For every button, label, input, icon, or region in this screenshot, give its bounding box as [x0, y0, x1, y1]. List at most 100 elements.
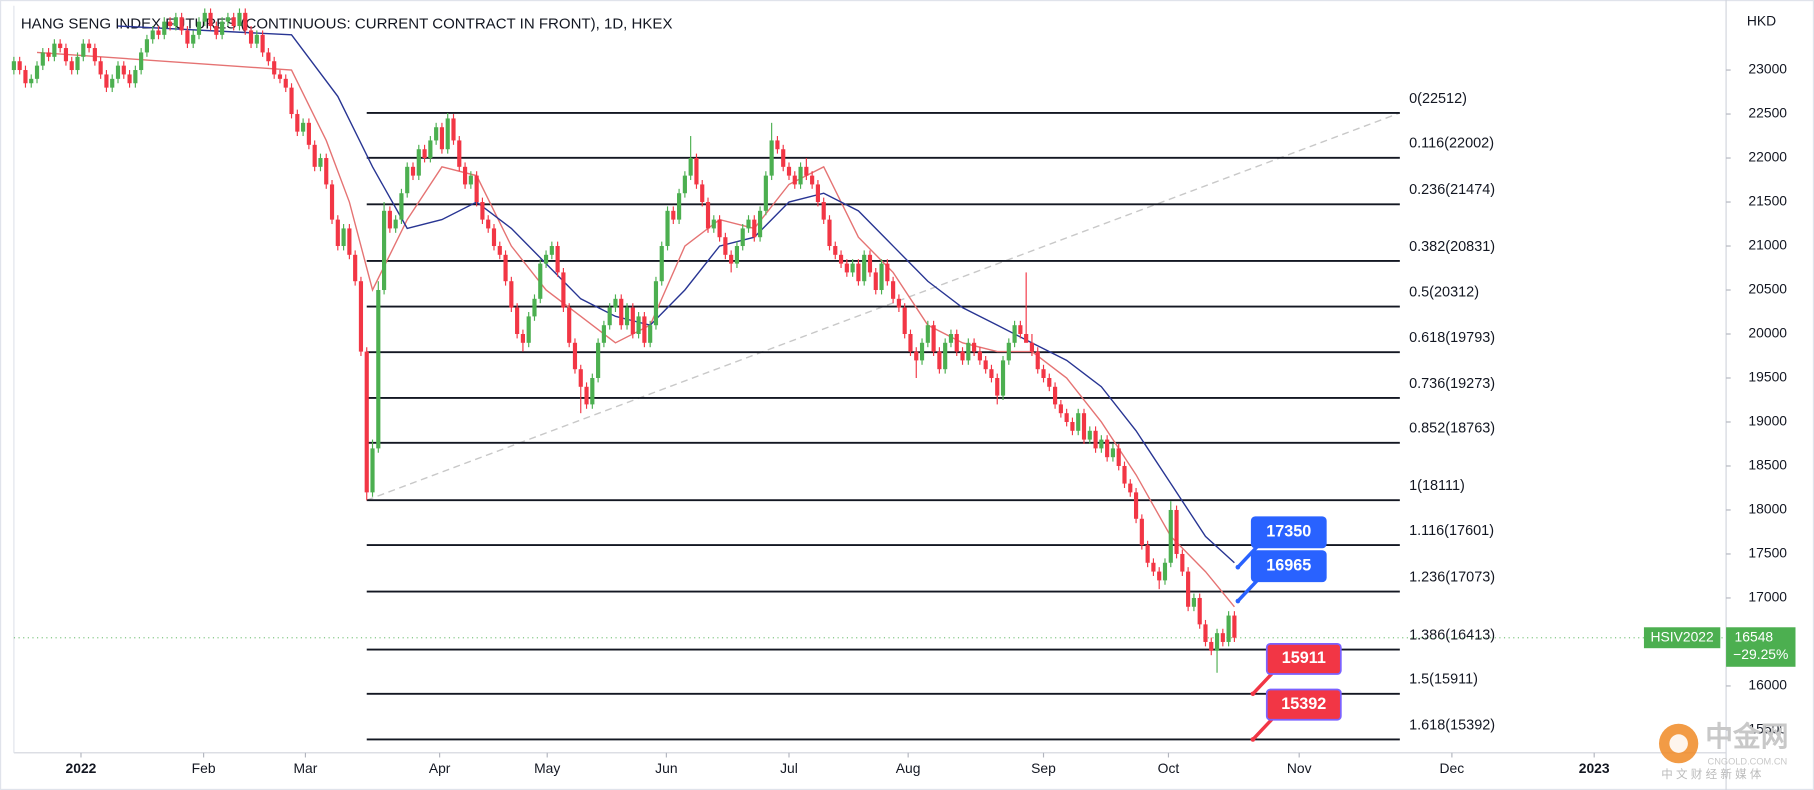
- x-tick-label: Dec: [1440, 760, 1465, 776]
- callout-box: [1265, 642, 1342, 675]
- candle-body: [515, 307, 520, 335]
- watermark-logo-inner: [1669, 734, 1688, 753]
- candle-body: [879, 263, 884, 291]
- candle-body: [445, 118, 450, 150]
- candle-body: [977, 351, 982, 361]
- candle-body: [220, 21, 225, 35]
- candle-body: [202, 12, 207, 22]
- candle-body: [139, 52, 144, 71]
- candle-body: [295, 114, 300, 132]
- candle-body: [891, 281, 896, 299]
- candle-body: [763, 175, 768, 211]
- candle-body: [717, 219, 722, 238]
- fib-level-label: 0.736(19273): [1409, 376, 1495, 392]
- candle-body: [775, 140, 780, 150]
- candle-body: [462, 166, 468, 185]
- candle-body: [1041, 369, 1046, 378]
- candle-body: [1081, 413, 1087, 440]
- candle-body: [960, 351, 965, 361]
- change-tag: −29.25%: [1733, 646, 1788, 662]
- candle-body: [1076, 413, 1081, 431]
- candle-body: [1018, 325, 1023, 335]
- candle-body: [925, 325, 930, 343]
- candle-body: [434, 127, 439, 141]
- candle-body: [1226, 615, 1231, 642]
- candle-body: [613, 298, 618, 308]
- candle-body: [46, 52, 51, 57]
- candle-body: [422, 149, 427, 159]
- candle-body: [162, 21, 167, 35]
- candle-body: [451, 118, 456, 141]
- y-tick-label: 21000: [1748, 237, 1787, 253]
- candle-body: [1122, 465, 1127, 484]
- candle-body: [277, 74, 283, 79]
- callout-box: [1250, 550, 1327, 583]
- callout-box: [1265, 688, 1342, 721]
- candle-body: [1186, 571, 1191, 607]
- candle-body: [798, 166, 803, 185]
- candle-body: [711, 219, 716, 229]
- candle-body: [104, 74, 109, 88]
- candle-body: [1029, 342, 1035, 352]
- y-tick-label: 17000: [1748, 589, 1787, 605]
- callout-pointer: [1251, 716, 1275, 741]
- currency-label: HKD: [1747, 13, 1776, 29]
- candle-body: [52, 43, 57, 57]
- candle-body: [781, 149, 786, 167]
- candle-body: [457, 140, 462, 167]
- candle-body: [630, 307, 635, 335]
- candle-body: [358, 281, 364, 352]
- fib-level-label: 1.386(16413): [1409, 627, 1495, 643]
- candle-body: [439, 127, 445, 150]
- fib-level-label: 1.236(17073): [1409, 569, 1495, 585]
- fib-level-label: 0.382(20831): [1409, 239, 1495, 255]
- y-tick-label: 22500: [1748, 105, 1787, 121]
- candle-body: [86, 43, 92, 49]
- candle-body: [1035, 351, 1040, 370]
- candle-body: [1093, 430, 1098, 449]
- candle-body: [815, 184, 821, 203]
- x-tick-label: Mar: [293, 760, 317, 776]
- candle-body: [1052, 386, 1058, 405]
- candle-body: [115, 65, 121, 79]
- candle-body: [121, 65, 126, 75]
- candle-body: [191, 34, 196, 44]
- candle-body: [468, 175, 473, 185]
- price-tag: 16548: [1735, 628, 1774, 644]
- candle-body: [150, 30, 155, 40]
- candle-body: [272, 61, 277, 75]
- candle-body: [549, 246, 554, 255]
- candle-body: [526, 316, 531, 343]
- candle-body: [757, 210, 763, 238]
- candle-body: [353, 254, 358, 282]
- candle-body: [127, 74, 132, 84]
- y-tick-label: 17500: [1748, 545, 1787, 561]
- candle-body: [173, 17, 178, 27]
- candle-body: [1203, 624, 1208, 642]
- candle-body: [491, 228, 497, 247]
- candle-body: [694, 158, 699, 185]
- candle-body: [306, 122, 311, 145]
- chart-title: HANG SENG INDEX FUTURES (CONTINUOUS: CUR…: [21, 15, 673, 32]
- candle-body: [902, 307, 907, 335]
- candle-body: [486, 219, 491, 229]
- candle-body: [734, 246, 740, 264]
- candle-body: [208, 12, 213, 27]
- candle-body: [607, 307, 612, 326]
- y-tick-label: 18000: [1748, 501, 1787, 517]
- candle-body: [144, 39, 150, 53]
- callout-label: 15392: [1281, 695, 1326, 713]
- callout-label: 15911: [1282, 649, 1326, 667]
- fib-level-label: 0.236(21474): [1409, 182, 1495, 198]
- watermark: 中金网 CNGOLD.COM.CN 中 文 财 经 新 媒 体: [1658, 721, 1789, 781]
- candle-body: [601, 325, 606, 343]
- candle-body: [1232, 615, 1237, 638]
- candle-body: [301, 122, 306, 132]
- candle-body: [838, 254, 844, 264]
- candle-body: [850, 263, 855, 273]
- candle-body: [954, 334, 959, 352]
- x-tick-label: 2023: [1579, 760, 1610, 776]
- fib-level-label: 0(22512): [1409, 91, 1467, 107]
